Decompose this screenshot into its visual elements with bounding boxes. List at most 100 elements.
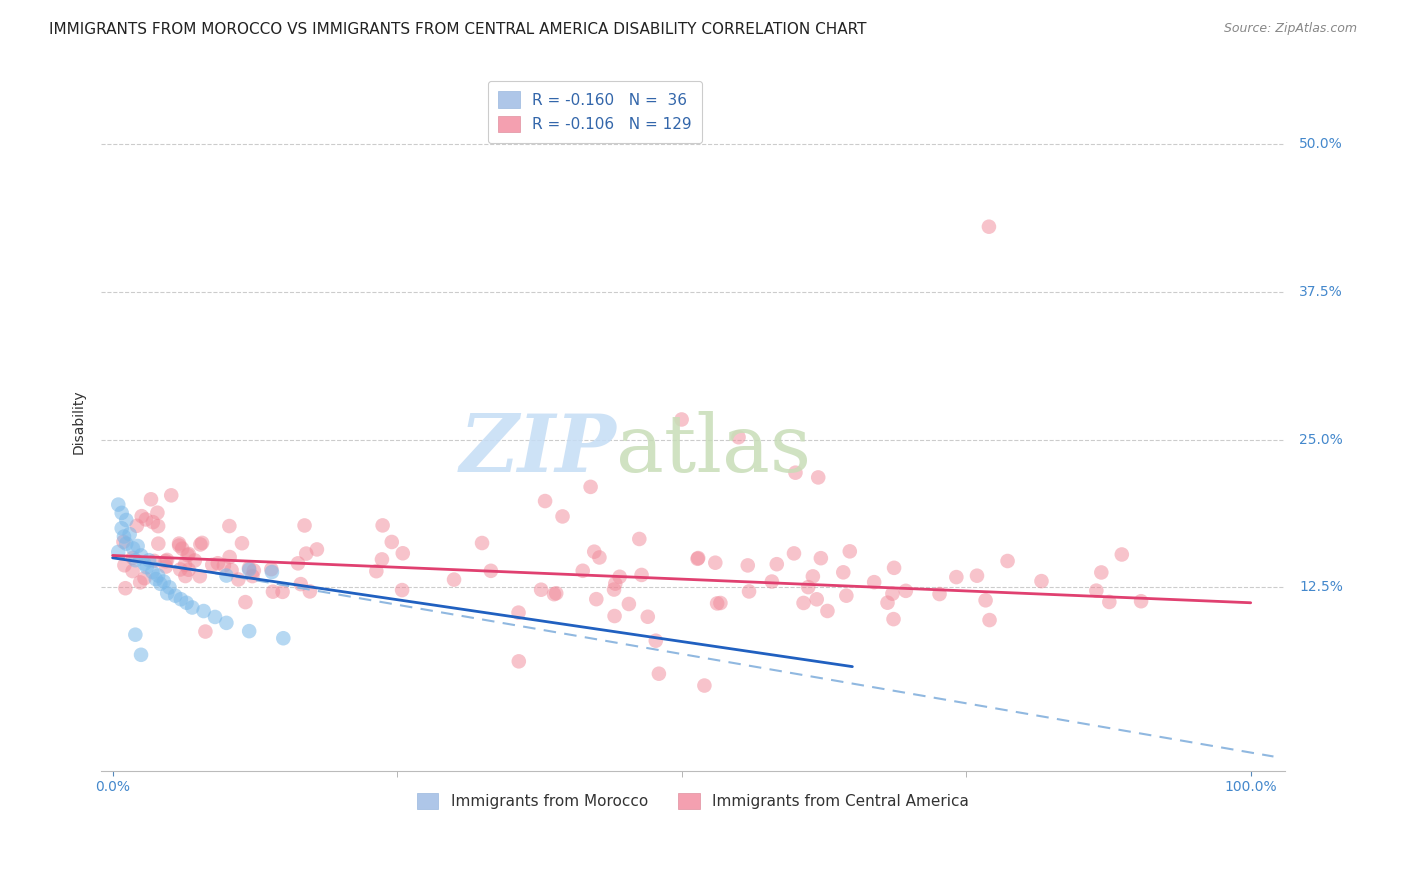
Point: [141, 565, 163, 579]
Point: [801, 569, 824, 583]
Point: [165, 589, 187, 603]
Point: [146, 568, 169, 582]
Point: [121, 564, 143, 578]
Point: [603, 582, 626, 597]
Point: [238, 563, 260, 577]
Point: [644, 633, 666, 648]
Point: [138, 553, 160, 567]
Point: [142, 515, 165, 529]
Point: [207, 556, 229, 570]
Point: [534, 494, 557, 508]
Point: [693, 679, 716, 693]
Point: [176, 548, 198, 562]
Point: [215, 615, 238, 630]
Point: [212, 558, 235, 573]
Point: [190, 537, 212, 551]
Point: [737, 558, 759, 573]
Point: [122, 550, 145, 565]
Point: [124, 553, 146, 567]
Point: [628, 532, 651, 546]
Text: 50.0%: 50.0%: [1299, 137, 1343, 151]
Text: 12.5%: 12.5%: [1299, 581, 1343, 594]
Point: [706, 596, 728, 610]
Point: [738, 584, 761, 599]
Point: [1098, 595, 1121, 609]
Point: [979, 613, 1001, 627]
Point: [883, 612, 905, 626]
Point: [115, 536, 138, 550]
Point: [153, 574, 176, 589]
Point: [371, 552, 394, 566]
Point: [579, 480, 602, 494]
Point: [945, 570, 967, 584]
Point: [783, 546, 806, 560]
Point: [174, 558, 197, 572]
Point: [135, 560, 157, 574]
Point: [883, 561, 905, 575]
Point: [149, 577, 172, 591]
Point: [127, 539, 149, 553]
Point: [118, 527, 141, 541]
Point: [371, 518, 394, 533]
Point: [115, 513, 138, 527]
Point: [235, 595, 257, 609]
Point: [176, 596, 198, 610]
Point: [129, 648, 152, 662]
Point: [686, 551, 709, 566]
Point: [125, 518, 148, 533]
Point: [443, 573, 465, 587]
Point: [215, 568, 238, 582]
Point: [111, 506, 134, 520]
Point: [1031, 574, 1053, 588]
Point: [543, 587, 565, 601]
Point: [107, 545, 129, 559]
Point: [785, 466, 807, 480]
Point: [228, 573, 250, 587]
Point: [617, 597, 640, 611]
Point: [238, 561, 260, 575]
Point: [637, 609, 659, 624]
Point: [381, 535, 404, 549]
Point: [184, 553, 207, 567]
Point: [479, 564, 502, 578]
Point: [391, 583, 413, 598]
Point: [294, 518, 316, 533]
Point: [807, 470, 830, 484]
Point: [1090, 566, 1112, 580]
Point: [838, 544, 860, 558]
Point: [391, 546, 413, 560]
Text: 37.5%: 37.5%: [1299, 285, 1343, 299]
Point: [172, 541, 194, 556]
Point: [112, 530, 135, 544]
Point: [155, 554, 177, 568]
Point: [167, 539, 190, 553]
Point: [135, 512, 157, 526]
Point: [688, 551, 710, 566]
Point: [218, 519, 240, 533]
Point: [160, 488, 183, 502]
Point: [508, 606, 530, 620]
Point: [169, 562, 191, 576]
Point: [882, 587, 904, 601]
Point: [835, 589, 858, 603]
Point: [188, 569, 211, 583]
Point: [508, 654, 530, 668]
Point: [806, 592, 828, 607]
Point: [177, 547, 200, 561]
Point: [298, 584, 321, 599]
Point: [583, 544, 606, 558]
Point: [571, 564, 593, 578]
Text: ZIP: ZIP: [460, 411, 616, 489]
Point: [122, 541, 145, 556]
Point: [974, 593, 997, 607]
Point: [585, 592, 607, 607]
Point: [863, 575, 886, 590]
Point: [260, 565, 283, 579]
Point: [114, 581, 136, 595]
Point: [124, 628, 146, 642]
Point: [704, 556, 727, 570]
Point: [204, 610, 226, 624]
Point: [305, 542, 328, 557]
Point: [112, 558, 135, 573]
Point: [471, 536, 494, 550]
